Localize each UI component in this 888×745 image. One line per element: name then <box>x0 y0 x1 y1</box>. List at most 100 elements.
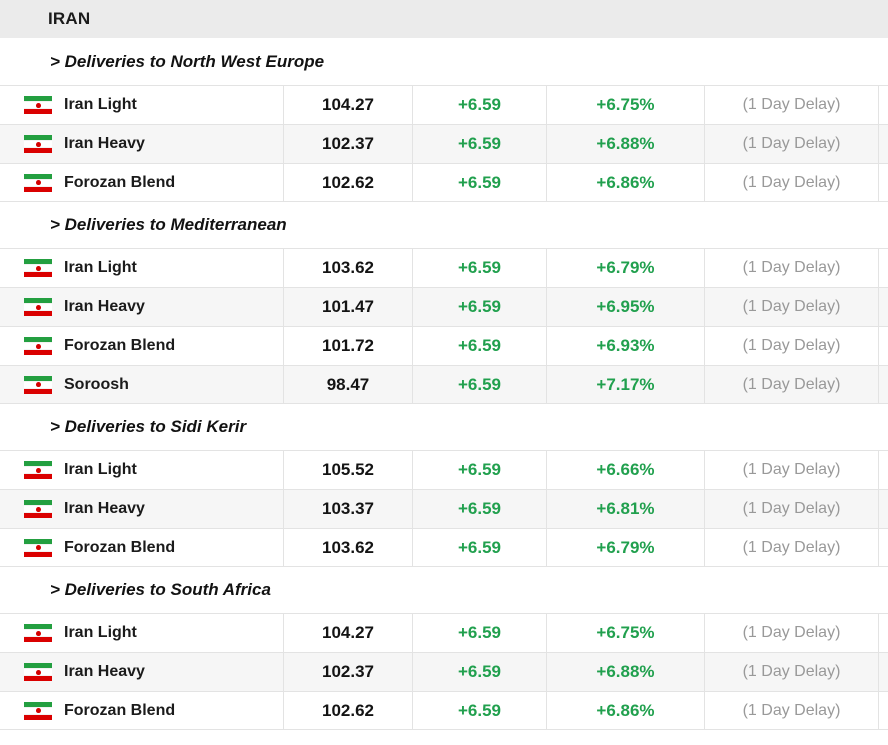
table-row[interactable]: Soroosh 98.47 +6.59 +7.17% (1 Day Delay) <box>0 365 888 404</box>
iran-flag-icon <box>24 96 52 114</box>
spacer-cell <box>878 653 888 691</box>
instrument-cell: Iran Light <box>0 451 283 489</box>
group-header-iran[interactable]: IRAN <box>0 0 888 38</box>
spacer-cell <box>878 490 888 528</box>
table-row[interactable]: Forozan Blend 102.62 +6.59 +6.86% (1 Day… <box>0 163 888 202</box>
instrument-cell: Forozan Blend <box>0 692 283 729</box>
spacer-cell <box>878 125 888 163</box>
spacer-cell <box>878 529 888 566</box>
table-row[interactable]: Iran Heavy 102.37 +6.59 +6.88% (1 Day De… <box>0 124 888 163</box>
price-cell: 101.72 <box>283 327 412 365</box>
iran-flag-icon <box>24 500 52 518</box>
table-row[interactable]: Forozan Blend 101.72 +6.59 +6.93% (1 Day… <box>0 326 888 365</box>
price-cell: 101.47 <box>283 288 412 326</box>
percent-change-cell: +6.79% <box>546 529 704 566</box>
percent-change-cell: +6.81% <box>546 490 704 528</box>
percent-change-cell: +6.93% <box>546 327 704 365</box>
iran-flag-icon <box>24 173 52 192</box>
instrument-cell: Iran Heavy <box>0 125 283 163</box>
price-cell: 103.37 <box>283 490 412 528</box>
delay-note: (1 Day Delay) <box>704 653 878 691</box>
instrument-name: Forozan Blend <box>64 173 176 191</box>
table-row[interactable]: Iran Light 104.27 +6.59 +6.75% (1 Day De… <box>0 85 888 124</box>
table-row[interactable]: Forozan Blend 103.62 +6.59 +6.79% (1 Day… <box>0 528 888 567</box>
table-row[interactable]: Iran Heavy 103.37 +6.59 +6.81% (1 Day De… <box>0 489 888 528</box>
instrument-name: Iran Light <box>64 624 137 641</box>
instrument-name: Forozan Blend <box>64 701 176 719</box>
percent-change-cell: +7.17% <box>546 366 704 403</box>
iran-flag-icon <box>24 298 52 316</box>
change-cell: +6.59 <box>412 614 546 652</box>
instrument-name: Iran Light <box>64 259 137 276</box>
spacer-cell <box>878 249 888 287</box>
delay-note: (1 Day Delay) <box>704 366 878 403</box>
change-cell: +6.59 <box>412 125 546 163</box>
delay-note: (1 Day Delay) <box>704 288 878 326</box>
iran-flag-icon <box>24 663 52 681</box>
price-cell: 102.37 <box>283 653 412 691</box>
change-cell: +6.59 <box>412 366 546 403</box>
iran-flag-icon <box>24 701 52 720</box>
iran-flag-icon <box>24 461 52 479</box>
section-mediterranean: > Deliveries to Mediterranean Iran Light… <box>0 202 888 404</box>
change-cell: +6.59 <box>412 164 546 201</box>
section-title: > Deliveries to Mediterranean <box>50 215 287 234</box>
delay-note: (1 Day Delay) <box>704 86 878 124</box>
instrument-name: Iran Light <box>64 461 137 478</box>
instrument-name: Forozan Blend <box>64 538 176 556</box>
price-cell: 102.62 <box>283 692 412 729</box>
change-cell: +6.59 <box>412 327 546 365</box>
delay-note: (1 Day Delay) <box>704 451 878 489</box>
percent-change-cell: +6.79% <box>546 249 704 287</box>
price-cell: 102.62 <box>283 164 412 201</box>
iran-flag-icon <box>24 538 52 557</box>
spacer-cell <box>878 451 888 489</box>
table-row[interactable]: Iran Heavy 102.37 +6.59 +6.88% (1 Day De… <box>0 652 888 691</box>
spacer-cell <box>878 692 888 729</box>
table-row[interactable]: Iran Light 103.62 +6.59 +6.79% (1 Day De… <box>0 248 888 287</box>
change-cell: +6.59 <box>412 692 546 729</box>
instrument-cell: Soroosh <box>0 366 283 403</box>
spacer-cell <box>878 366 888 403</box>
instrument-name: Iran Heavy <box>64 135 145 152</box>
instrument-cell: Iran Heavy <box>0 288 283 326</box>
instrument-name: Iran Heavy <box>64 663 145 680</box>
percent-change-cell: +6.75% <box>546 86 704 124</box>
instrument-name: Iran Heavy <box>64 298 145 315</box>
iran-flag-icon <box>24 624 52 642</box>
percent-change-cell: +6.75% <box>546 614 704 652</box>
change-cell: +6.59 <box>412 288 546 326</box>
section-title: > Deliveries to North West Europe <box>50 51 325 71</box>
delay-note: (1 Day Delay) <box>704 327 878 365</box>
instrument-cell: Iran Heavy <box>0 490 283 528</box>
instrument-cell: Forozan Blend <box>0 529 283 566</box>
price-cell: 105.52 <box>283 451 412 489</box>
percent-change-cell: +6.88% <box>546 125 704 163</box>
change-cell: +6.59 <box>412 86 546 124</box>
instrument-cell: Iran Light <box>0 86 283 124</box>
instrument-name: Soroosh <box>64 375 129 393</box>
spacer-cell <box>878 86 888 124</box>
delay-note: (1 Day Delay) <box>704 249 878 287</box>
percent-change-cell: +6.66% <box>546 451 704 489</box>
spacer-cell <box>878 327 888 365</box>
table-row[interactable]: Forozan Blend 102.62 +6.59 +6.86% (1 Day… <box>0 691 888 730</box>
change-cell: +6.59 <box>412 490 546 528</box>
table-row[interactable]: Iran Heavy 101.47 +6.59 +6.95% (1 Day De… <box>0 287 888 326</box>
instrument-cell: Forozan Blend <box>0 327 283 365</box>
section-title: > Deliveries to Sidi Kerir <box>50 417 247 436</box>
iran-flag-icon <box>24 337 52 355</box>
instrument-cell: Iran Heavy <box>0 653 283 691</box>
change-cell: +6.59 <box>412 529 546 566</box>
table-row[interactable]: Iran Light 105.52 +6.59 +6.66% (1 Day De… <box>0 450 888 489</box>
change-cell: +6.59 <box>412 653 546 691</box>
change-cell: +6.59 <box>412 451 546 489</box>
percent-change-cell: +6.86% <box>546 164 704 201</box>
section-north-west-europe: > Deliveries to North West Europe Iran L… <box>0 38 888 202</box>
percent-change-cell: +6.95% <box>546 288 704 326</box>
delay-note: (1 Day Delay) <box>704 164 878 201</box>
table-row[interactable]: Iran Light 104.27 +6.59 +6.75% (1 Day De… <box>0 613 888 652</box>
instrument-cell: Iran Light <box>0 249 283 287</box>
price-cell: 103.62 <box>283 249 412 287</box>
